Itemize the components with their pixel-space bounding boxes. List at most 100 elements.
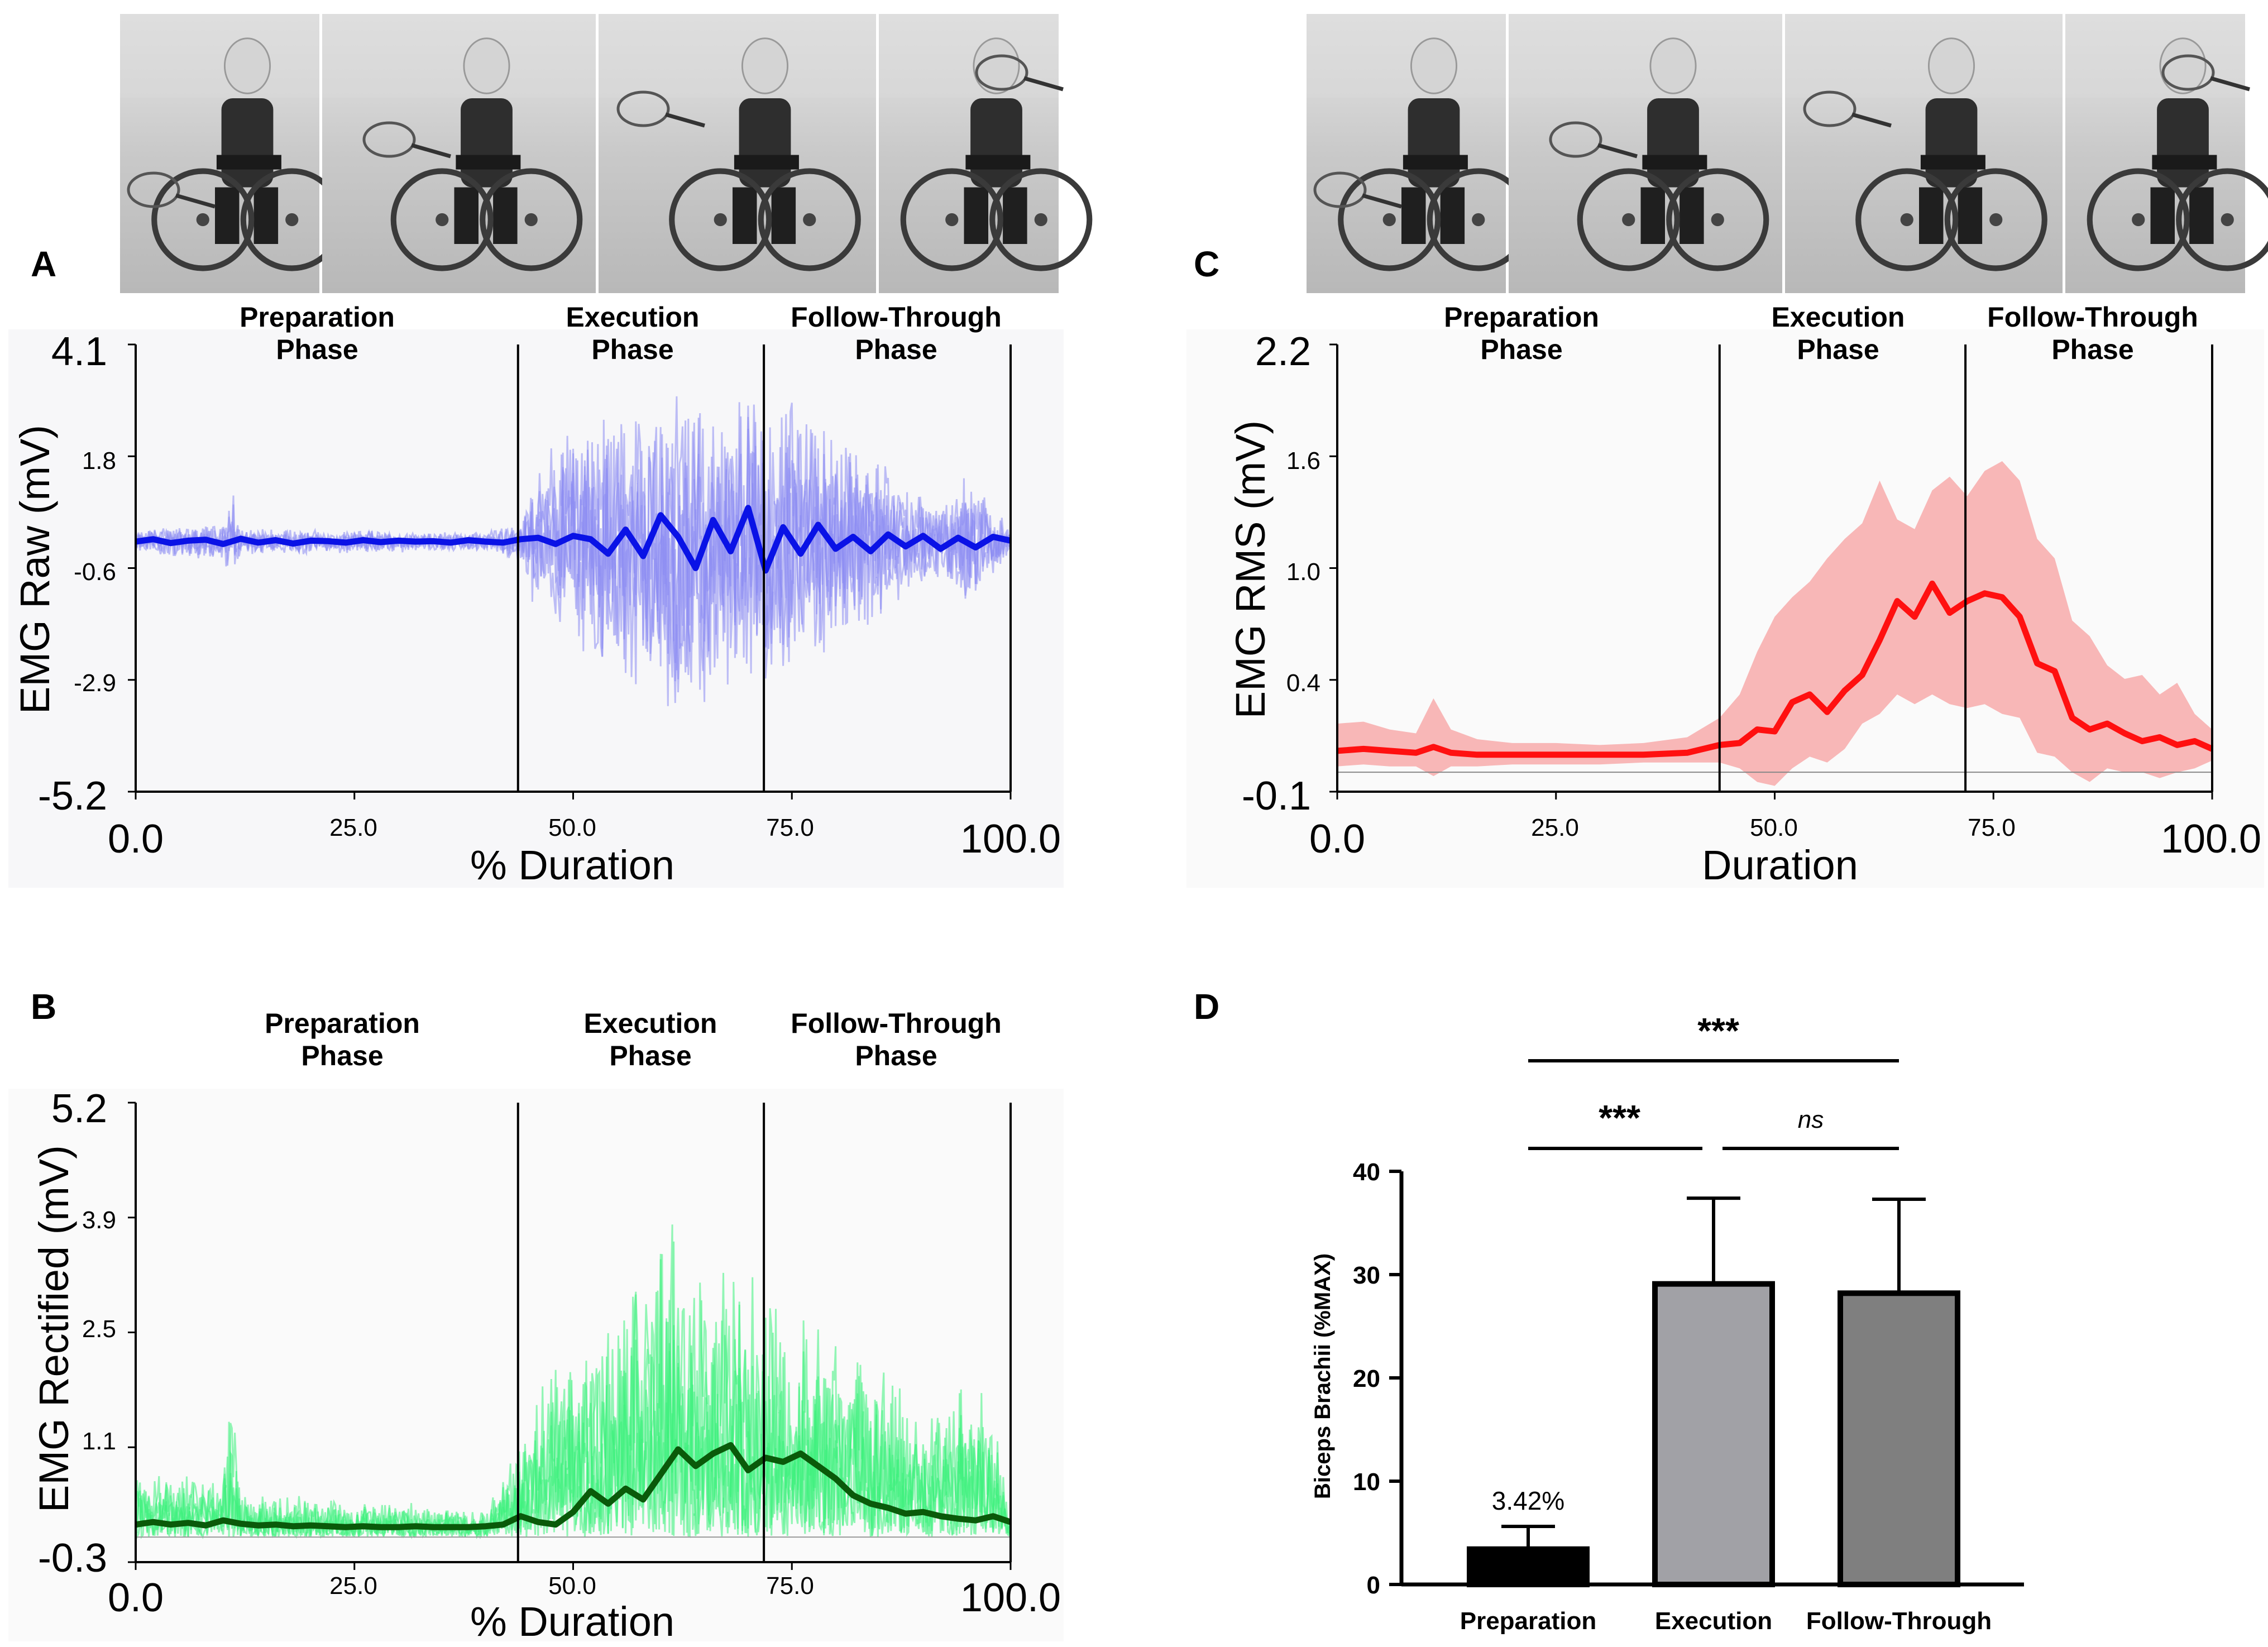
- phase-label-follow-through: Follow-Through: [1987, 301, 2198, 333]
- photo-background: [599, 14, 876, 98]
- phase-label-preparation-sub: Phase: [301, 1040, 383, 1071]
- significance-left: ***: [1597, 1098, 1641, 1138]
- x-tick-label: 75.0: [766, 1572, 814, 1600]
- racket-icon: [975, 54, 1028, 91]
- y-tick-label: 40: [1353, 1158, 1380, 1186]
- phase-label-execution-sub: Phase: [609, 1040, 691, 1071]
- wheelchair-tennis-player-frame-3: [1785, 14, 2063, 293]
- significance-right: ns: [1798, 1106, 1824, 1133]
- racket-handle: [2210, 76, 2250, 92]
- x-tick-label: 75.0: [766, 814, 814, 841]
- y-tick-label: 20: [1353, 1365, 1380, 1392]
- y-tick-label: 10: [1353, 1468, 1380, 1496]
- y-tick-label: 2.2: [1255, 329, 1311, 374]
- phase-label-preparation-sub: Phase: [276, 334, 358, 365]
- racket-icon: [362, 121, 416, 158]
- y-tick-label: 2.5: [82, 1315, 116, 1343]
- racket-icon: [127, 171, 180, 208]
- x-tick-label: 100.0: [960, 817, 1061, 861]
- x-tick-label: 100.0: [960, 1576, 1061, 1620]
- significance-top: ***: [1696, 1011, 1740, 1051]
- panel-letter-a: A: [31, 244, 56, 284]
- mean-trace: [135, 505, 1012, 574]
- y-tick-label: 0: [1367, 1572, 1380, 1599]
- x-tick-label: 0.0: [108, 1576, 164, 1620]
- y-tick-label: 1.6: [1286, 447, 1320, 475]
- bar: [1838, 1290, 1960, 1588]
- photo-strip-left: [120, 14, 1089, 293]
- racket-icon: [1313, 171, 1367, 208]
- y-tick-label: -0.6: [74, 558, 116, 586]
- phase-label-follow-through-sub: Phase: [855, 1040, 937, 1071]
- photo-background: [1307, 14, 1506, 98]
- panel-letter-c: C: [1194, 244, 1219, 284]
- y-tick-label: 3.9: [82, 1206, 116, 1234]
- bar: [1467, 1546, 1590, 1587]
- phase-label-follow-through-sub: Phase: [2051, 334, 2133, 365]
- emg-rectified-chart: Preparation Phase Execution Phase Follow…: [8, 1008, 1064, 1645]
- y-tick-label: 0.4: [1286, 669, 1320, 697]
- chart-background: [1186, 329, 2264, 888]
- wheelchair-tennis-player-frame-4: [879, 14, 1089, 293]
- x-tick-label: 0.0: [1309, 817, 1365, 861]
- y-tick-label: 1.1: [82, 1428, 116, 1455]
- wheelchair-tennis-player-frame-1: [120, 14, 341, 293]
- y-axis-title: EMG Rectified (mV): [31, 1145, 77, 1512]
- x-axis-title: % Duration: [470, 842, 674, 888]
- x-tick-label: 25.0: [329, 814, 377, 841]
- photo-background: [1509, 14, 1782, 98]
- wheelchair-tennis-player-frame-2: [1509, 14, 1782, 293]
- x-tick-label: Preparation: [1460, 1607, 1597, 1635]
- x-tick-label: 50.0: [548, 814, 596, 841]
- racket-handle: [1851, 112, 1892, 128]
- x-axis-title: Duration: [1702, 842, 1858, 888]
- y-axis-title: Biceps Brachii (%MAX): [1310, 1253, 1335, 1499]
- phase-label-preparation: Preparation: [1444, 301, 1599, 333]
- x-axis-title: % Duration: [470, 1598, 674, 1644]
- x-tick-label: Execution: [1655, 1607, 1772, 1635]
- y-tick-label: -2.9: [74, 669, 116, 697]
- sd-band: [1337, 461, 2212, 786]
- y-axis-title: EMG Raw (mV): [12, 425, 58, 714]
- emg-rms-chart: Preparation Phase Execution Phase Follow…: [1186, 301, 2264, 888]
- wheelchair-tennis-player-frame-1: [1307, 14, 1527, 293]
- photo-background: [2065, 14, 2245, 98]
- trial-trace: [135, 413, 1011, 685]
- phase-label-preparation: Preparation: [265, 1008, 420, 1039]
- mean-trace: [135, 1442, 1012, 1530]
- racket-handle: [665, 112, 705, 128]
- racket-icon: [2161, 54, 2215, 91]
- y-tick-label: -0.3: [38, 1536, 107, 1581]
- chart-background: [8, 329, 1064, 888]
- y-axis-title: EMG RMS (mV): [1227, 420, 1274, 719]
- photo-background: [879, 14, 1059, 98]
- racket-handle: [1597, 143, 1638, 159]
- x-tick-label: 75.0: [1968, 814, 2016, 841]
- emg-raw-chart: Preparation Phase Execution Phase Follow…: [8, 301, 1064, 888]
- phase-label-preparation: Preparation: [240, 301, 395, 333]
- phase-label-preparation-sub: Phase: [1480, 334, 1562, 365]
- panel-letter-b: B: [31, 987, 56, 1027]
- chart-background: [8, 1089, 1064, 1641]
- racket-handle: [1362, 193, 1402, 209]
- x-tick-label: 100.0: [2161, 817, 2261, 861]
- y-tick-label: 4.1: [51, 329, 107, 374]
- x-tick-label: 0.0: [108, 817, 164, 861]
- racket-icon: [1803, 90, 1856, 127]
- bar: [1652, 1281, 1775, 1587]
- phase-label-execution: Execution: [566, 301, 700, 333]
- mean-trace: [1337, 580, 2214, 758]
- phase-label-follow-through: Follow-Through: [791, 1008, 1002, 1039]
- x-tick-label: 50.0: [1750, 814, 1798, 841]
- photo-strip-right: [1307, 14, 2268, 293]
- racket-icon: [616, 90, 670, 127]
- x-tick-label: Follow-Through: [1806, 1607, 1992, 1635]
- y-tick-label: 1.8: [82, 447, 116, 475]
- data-label: 3.42%: [1492, 1486, 1564, 1515]
- photo-background: [120, 14, 319, 98]
- trial-trace: [135, 1259, 1012, 1539]
- phase-label-follow-through-sub: Phase: [855, 334, 937, 365]
- wheelchair-tennis-player-frame-4: [2065, 14, 2268, 293]
